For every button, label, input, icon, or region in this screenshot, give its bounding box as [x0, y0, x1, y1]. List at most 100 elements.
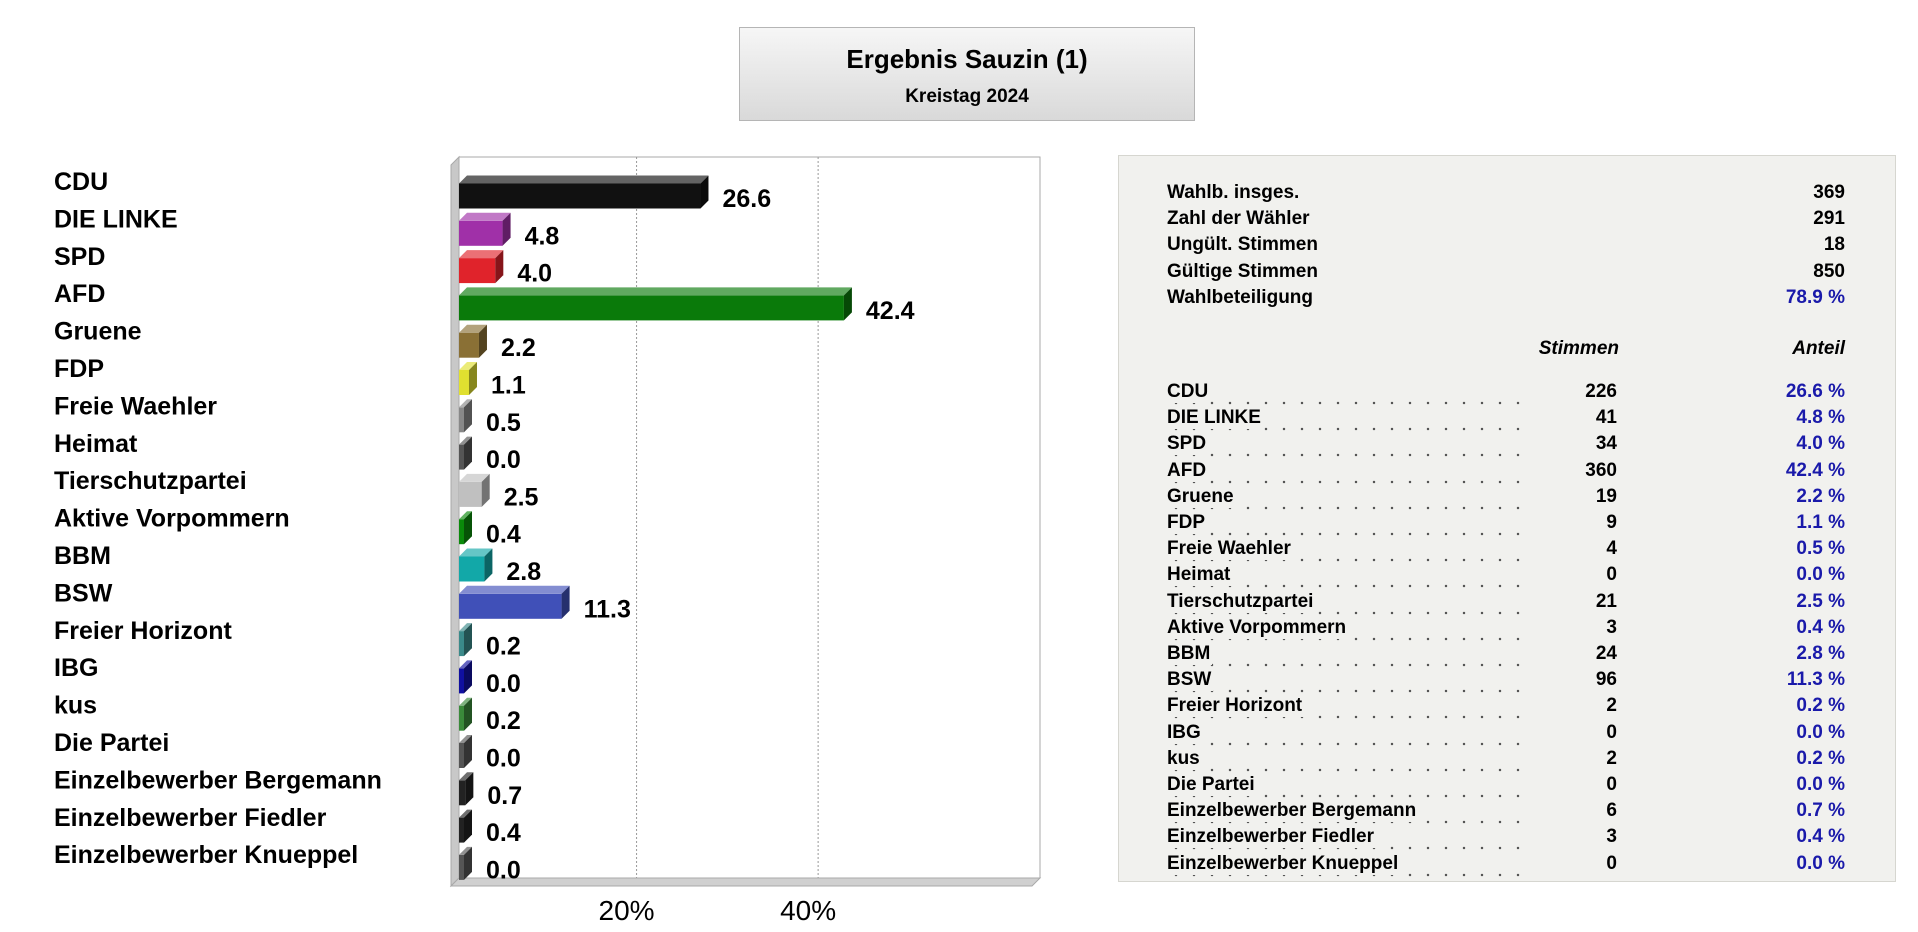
- party-name: Gruene: [1167, 485, 1236, 508]
- party-votes: 226: [1585, 381, 1617, 402]
- party-share: 0.0 %: [1796, 852, 1845, 874]
- bar-side-13: [464, 660, 472, 694]
- bar-chart: 20% 40% 26.6 CDU 4.8 DIE LINKE 4.0 SPD 42.4 AFD 2.…: [54, 155, 1042, 926]
- party-row: Tierschutzpartei 21 2.5 %: [1167, 590, 1845, 617]
- bar-side-8: [481, 473, 490, 507]
- category-label: DIE LINKE: [54, 205, 178, 233]
- party-share: 2.8 %: [1796, 643, 1845, 664]
- party-votes: 24: [1595, 643, 1617, 664]
- party-share: 0.4 %: [1796, 616, 1845, 638]
- bar-top-2: [459, 250, 504, 259]
- party-votes: 4: [1606, 538, 1617, 560]
- category-label: Gruene: [54, 318, 142, 346]
- party-name: Die Partei: [1167, 774, 1257, 796]
- bar-top-1: [459, 212, 511, 221]
- summary-label: Gültige Stimmen: [1167, 260, 1318, 282]
- bar-10: [459, 556, 485, 582]
- category-label: FDP: [54, 355, 104, 383]
- party-share: 0.2 %: [1796, 747, 1845, 769]
- party-votes: 2: [1606, 747, 1617, 769]
- summary-row: Wahlbeteiligung 78.9 %: [1167, 287, 1845, 313]
- party-share: 0.5 %: [1796, 538, 1845, 560]
- party-share: 0.0 %: [1796, 564, 1845, 586]
- party-votes: 96: [1595, 669, 1617, 691]
- leader-dots: [1167, 433, 1529, 460]
- bar-15: [459, 743, 464, 768]
- bar-value-label: 1.1: [491, 372, 526, 400]
- bar-value-label: 0.2: [486, 707, 521, 735]
- summary-value: 291: [1813, 208, 1845, 230]
- leader-dots: [1167, 721, 1529, 748]
- bar-18: [459, 854, 464, 880]
- bar-side-18: [464, 846, 472, 880]
- party-share: 0.4 %: [1796, 826, 1845, 848]
- summary-value: 18: [1823, 234, 1845, 256]
- party-share: 0.0 %: [1796, 774, 1845, 795]
- category-label: Einzelbewerber Knueppel: [54, 841, 358, 869]
- category-label: Aktive Vorpommern: [54, 505, 290, 533]
- summary-row: Wahlb. insges. 369: [1167, 182, 1845, 208]
- share-header: Anteil: [1792, 338, 1845, 359]
- party-share: 2.2 %: [1796, 485, 1845, 507]
- party-row: SPD 34 4.0 %: [1167, 433, 1845, 460]
- category-label: IBG: [54, 654, 98, 682]
- summary-value: 78.9 %: [1785, 286, 1845, 308]
- party-row: BBM 24 2.8 %: [1167, 643, 1845, 669]
- party-name: AFD: [1167, 459, 1209, 482]
- party-row: Einzelbewerber Knueppel 0 0.0 %: [1167, 852, 1845, 879]
- bar-top-8: [459, 473, 490, 482]
- leader-dots: [1167, 459, 1529, 486]
- plot-left-wall: [450, 155, 460, 888]
- category-label: Die Partei: [54, 729, 169, 757]
- bar-side-17: [464, 809, 472, 843]
- leader-dots: [1167, 381, 1529, 407]
- bar-top-4: [459, 324, 487, 333]
- party-name: Einzelbewerber Knueppel: [1167, 852, 1401, 875]
- summary-row: Zahl der Wähler 291: [1167, 208, 1845, 234]
- bar-value-label: 26.6: [722, 185, 771, 213]
- bar-top-17: [459, 809, 472, 818]
- summary-row: Gültige Stimmen 850: [1167, 261, 1845, 287]
- leader-dots: [1167, 643, 1529, 669]
- party-votes: 41: [1595, 407, 1617, 429]
- party-row: Freier Horizont 2 0.2 %: [1167, 695, 1845, 722]
- bar-top-16: [459, 772, 474, 781]
- category-label: SPD: [54, 243, 105, 271]
- party-votes: 6: [1606, 800, 1617, 822]
- party-name: kus: [1167, 747, 1202, 770]
- party-share: 2.5 %: [1796, 590, 1845, 612]
- leader-dots: [1167, 747, 1529, 774]
- x-tick-label: 40%: [780, 895, 836, 926]
- plot-area: [458, 156, 1041, 879]
- bar-top-12: [459, 623, 472, 632]
- bar-side-11: [561, 585, 570, 619]
- summary-value: 369: [1813, 182, 1845, 203]
- bar-value-label: 2.2: [501, 334, 536, 362]
- plot-floor: [449, 877, 1042, 887]
- bar-value-label: 0.5: [486, 409, 521, 437]
- category-label: AFD: [54, 280, 105, 308]
- party-name: Tierschutzpartei: [1167, 590, 1316, 613]
- bar-9: [459, 519, 464, 545]
- party-share: 42.4 %: [1785, 459, 1845, 481]
- party-row: Aktive Vorpommern 3 0.4 %: [1167, 616, 1845, 643]
- party-votes: 3: [1606, 826, 1617, 848]
- bar-16: [459, 780, 466, 806]
- bar-top-9: [459, 511, 472, 520]
- party-votes: 9: [1606, 512, 1617, 533]
- bar-side-2: [495, 250, 504, 284]
- bar-side-15: [464, 735, 472, 768]
- bar-value-label: 0.4: [486, 819, 521, 847]
- bar-1: [459, 220, 503, 246]
- party-name: Aktive Vorpommern: [1167, 616, 1349, 639]
- party-votes: 34: [1595, 433, 1617, 455]
- party-row: AFD 360 42.4 %: [1167, 459, 1845, 486]
- party-row: DIE LINKE 41 4.8 %: [1167, 407, 1845, 434]
- results-panel: Wahlb. insges. 369 Zahl der Wähler 291 Ungül…: [1118, 155, 1896, 882]
- bar-side-6: [464, 399, 472, 433]
- party-row: IBG 0 0.0 %: [1167, 721, 1845, 748]
- party-share: 26.6 %: [1785, 381, 1845, 402]
- party-name: Einzelbewerber Fiedler: [1167, 826, 1376, 849]
- bar-value-label: 11.3: [584, 595, 631, 623]
- party-name: BBM: [1167, 643, 1213, 665]
